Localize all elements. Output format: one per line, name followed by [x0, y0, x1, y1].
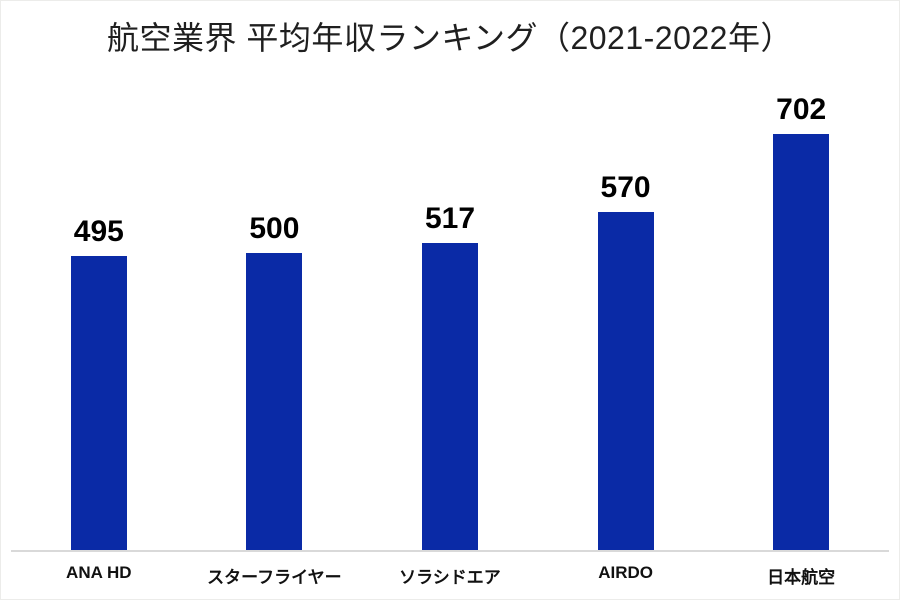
bar-value-label: 500 [249, 212, 300, 245]
bar-group: 570 [538, 1, 714, 550]
bar [246, 253, 303, 550]
chart-title: 航空業界 平均年収ランキング（2021-2022年） [107, 20, 793, 56]
bar-group: 500 [187, 1, 363, 550]
bar-group: 517 [362, 1, 538, 550]
category-label: スターフライヤー [207, 568, 342, 587]
category-label: 日本航空 [767, 568, 836, 587]
bar [70, 256, 127, 550]
bar [597, 212, 654, 550]
bar [773, 134, 830, 550]
bar-value-label: 495 [73, 215, 124, 248]
plot-area: 495 500 517 570 702 ANA HD スターフライヤー ソラシドエア AIRD… [11, 1, 889, 588]
category-label: AIRDO [598, 563, 653, 582]
bar-value-label: 570 [600, 171, 651, 204]
bar [421, 243, 478, 550]
category-label: ANA HD [66, 563, 132, 582]
category-labels-row: ANA HD スターフライヤー ソラシドエア AIRDO 日本航空 [11, 552, 889, 588]
category-label: ソラシドエア [399, 568, 501, 587]
bars-container: 495 500 517 570 702 [11, 1, 889, 550]
x-axis-line [11, 550, 889, 552]
bar-group: 495 [11, 1, 187, 550]
bar-value-label: 517 [424, 202, 476, 235]
bar-group: 702 [713, 1, 889, 550]
bar-value-label: 702 [776, 93, 827, 126]
